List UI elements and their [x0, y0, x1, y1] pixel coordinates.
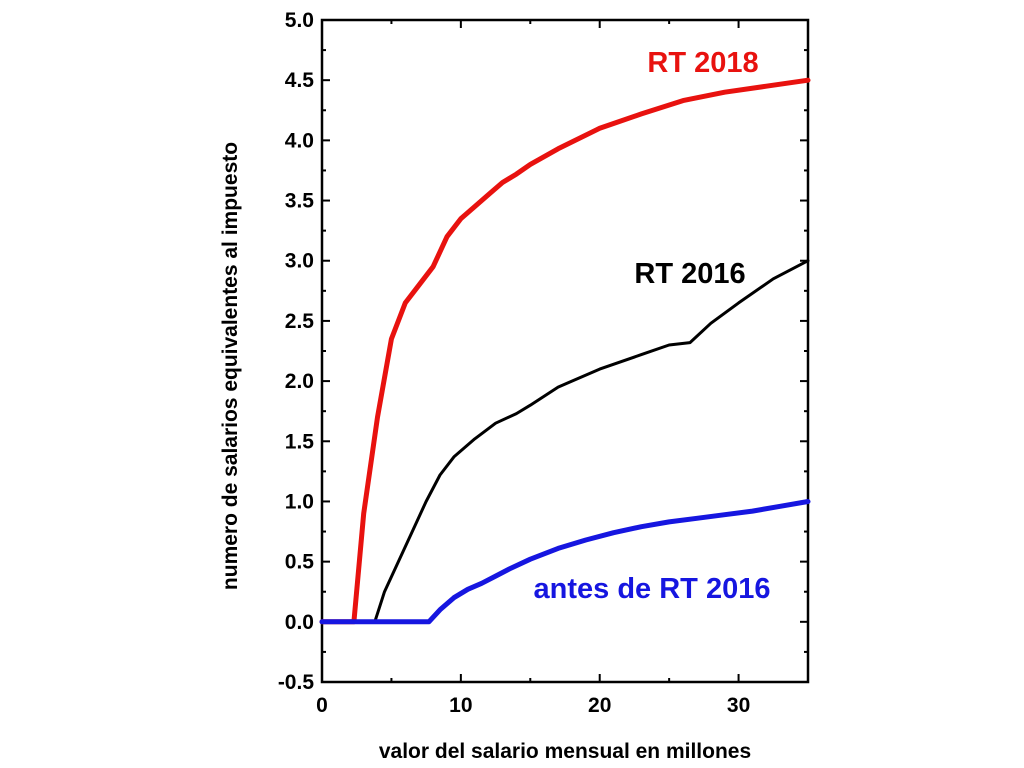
y-tick-label: 3.0 — [285, 250, 314, 273]
axis-ticks — [321, 19, 809, 683]
series-label-rt-2016: RT 2016 — [634, 258, 745, 290]
x-axis-title: valor del salario mensual en millones — [379, 740, 751, 763]
y-tick-label: 1.0 — [285, 490, 314, 513]
x-tick-label: 20 — [588, 694, 611, 717]
series-line-rt-2016 — [320, 259, 810, 624]
y-tick-label: 0.5 — [285, 551, 315, 574]
series-label-rt-2018: RT 2018 — [647, 47, 758, 79]
y-tick-label: 2.0 — [285, 370, 314, 393]
axis-tick-labels: -0.5 0.0 0.5 1.0 1.5 2.0 2.5 3.0 3.5 4.0 4.5 5.0 0 10… — [278, 9, 750, 717]
y-tick-label: 4.0 — [285, 129, 314, 152]
y-tick-label: -0.5 — [278, 671, 315, 694]
x-tick-label: 0 — [316, 694, 328, 717]
series-lines — [319, 77, 811, 625]
series-line-antes-de-rt-2016 — [319, 499, 811, 625]
y-tick-label: 3.5 — [285, 190, 315, 213]
x-tick-label: 30 — [727, 694, 750, 717]
y-axis-title: numero de salarios equivalentes al impue… — [219, 142, 242, 590]
y-tick-label: 4.5 — [285, 69, 315, 92]
series-line-rt-2018 — [319, 77, 811, 625]
y-tick-label: 2.5 — [285, 310, 315, 333]
x-tick-label: 10 — [449, 694, 472, 717]
series-label-antes-de-rt-2016: antes de RT 2016 — [534, 573, 771, 605]
y-tick-label: 5.0 — [285, 9, 314, 32]
y-tick-label: 1.5 — [285, 430, 315, 453]
y-tick-label: 0.0 — [285, 611, 314, 634]
